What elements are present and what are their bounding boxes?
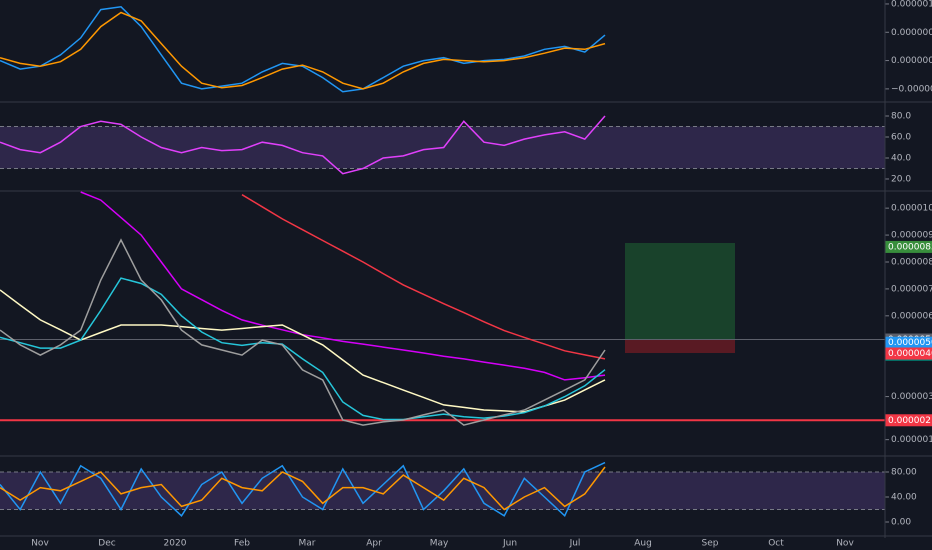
y-tick-label: 0.00000050 bbox=[891, 28, 932, 38]
price-tag: 0.00000856 bbox=[888, 242, 932, 252]
series-line bbox=[0, 238, 606, 426]
price-tag: 0.00000460 bbox=[888, 349, 932, 359]
x-tick-label: Feb bbox=[234, 539, 250, 549]
y-tick-label: 40.00 bbox=[891, 493, 917, 503]
x-tick-label: Aug bbox=[634, 539, 652, 549]
x-tick-label: Oct bbox=[768, 539, 784, 549]
series-line bbox=[0, 6, 606, 93]
x-tick-label: Nov bbox=[31, 539, 49, 549]
y-tick-label: −0.00000050 bbox=[891, 84, 932, 94]
y-tick-label: 40.0 bbox=[891, 153, 911, 163]
profit-zone bbox=[625, 243, 735, 340]
series-line bbox=[0, 289, 606, 413]
y-tick-label: 0.00000300 bbox=[891, 392, 932, 402]
y-tick-label: 0.00000800 bbox=[891, 257, 932, 267]
y-tick-label: 0.00000000 bbox=[891, 56, 932, 66]
y-tick-label: 0.00000140 bbox=[891, 435, 932, 445]
y-tick-label: 80.0 bbox=[891, 112, 911, 122]
x-tick-label: Jun bbox=[502, 539, 517, 549]
price-tag-bg bbox=[885, 336, 932, 349]
price-tag-bg bbox=[885, 240, 932, 253]
y-tick-label: 80.00 bbox=[891, 468, 917, 478]
x-tick-label: 2020 bbox=[164, 539, 187, 549]
y-tick-label: 0.00000100 bbox=[891, 0, 932, 9]
y-tick-label: 0.00001000 bbox=[891, 204, 932, 214]
y-tick-label: 0.00000700 bbox=[891, 284, 932, 294]
y-tick-label: 0.00000900 bbox=[891, 231, 932, 241]
y-tick-label: 20.0 bbox=[891, 174, 911, 184]
price-tag-bg bbox=[885, 414, 932, 427]
x-tick-label: Sep bbox=[702, 539, 719, 549]
x-tick-label: May bbox=[430, 539, 449, 549]
series-line bbox=[0, 11, 606, 90]
price-tag-bg bbox=[885, 347, 932, 360]
y-tick-label: 60.0 bbox=[891, 133, 911, 143]
series-line bbox=[0, 466, 606, 511]
series-line bbox=[241, 194, 606, 360]
series-line bbox=[0, 115, 606, 175]
x-tick-label: Apr bbox=[366, 539, 382, 549]
loss-zone bbox=[625, 340, 735, 353]
x-tick-label: Nov bbox=[836, 539, 854, 549]
series-line bbox=[0, 277, 606, 421]
price-tag: 0.00000500 bbox=[888, 338, 932, 348]
y-tick-label: 0.00 bbox=[891, 518, 911, 528]
price-tag: 0.00000212 bbox=[888, 416, 932, 426]
x-tick-label: Jul bbox=[569, 539, 581, 549]
series-line bbox=[0, 461, 606, 518]
y-tick-label: 0.00000600 bbox=[891, 311, 932, 321]
x-tick-label: Mar bbox=[299, 539, 316, 549]
series-line bbox=[80, 191, 606, 381]
x-tick-label: Dec bbox=[98, 539, 115, 549]
